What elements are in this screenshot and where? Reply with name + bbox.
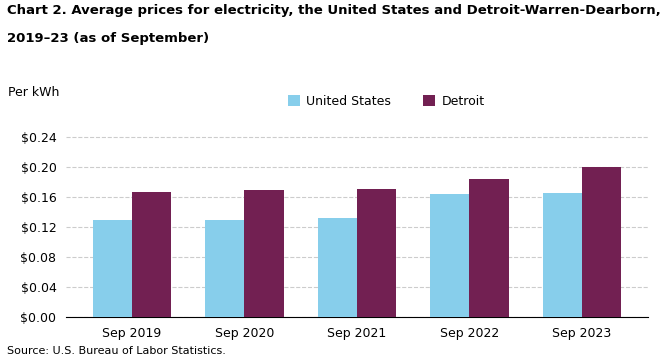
Text: Chart 2. Average prices for electricity, the United States and Detroit-Warren-De: Chart 2. Average prices for electricity,… (7, 4, 661, 17)
Bar (357, 189, 397, 317)
Bar (582, 167, 621, 317)
Bar (543, 193, 582, 317)
Text: Per kWh: Per kWh (8, 86, 59, 99)
Text: Source: U.S. Bureau of Labor Statistics.: Source: U.S. Bureau of Labor Statistics. (7, 346, 225, 356)
Bar (132, 192, 171, 317)
Bar (469, 179, 509, 317)
Legend: United States, Detroit: United States, Detroit (283, 90, 489, 113)
Bar (317, 219, 357, 317)
Bar (430, 194, 469, 317)
Text: 2019–23 (as of September): 2019–23 (as of September) (7, 32, 209, 45)
Bar (245, 190, 284, 317)
Bar (93, 220, 132, 317)
Bar (205, 220, 245, 317)
